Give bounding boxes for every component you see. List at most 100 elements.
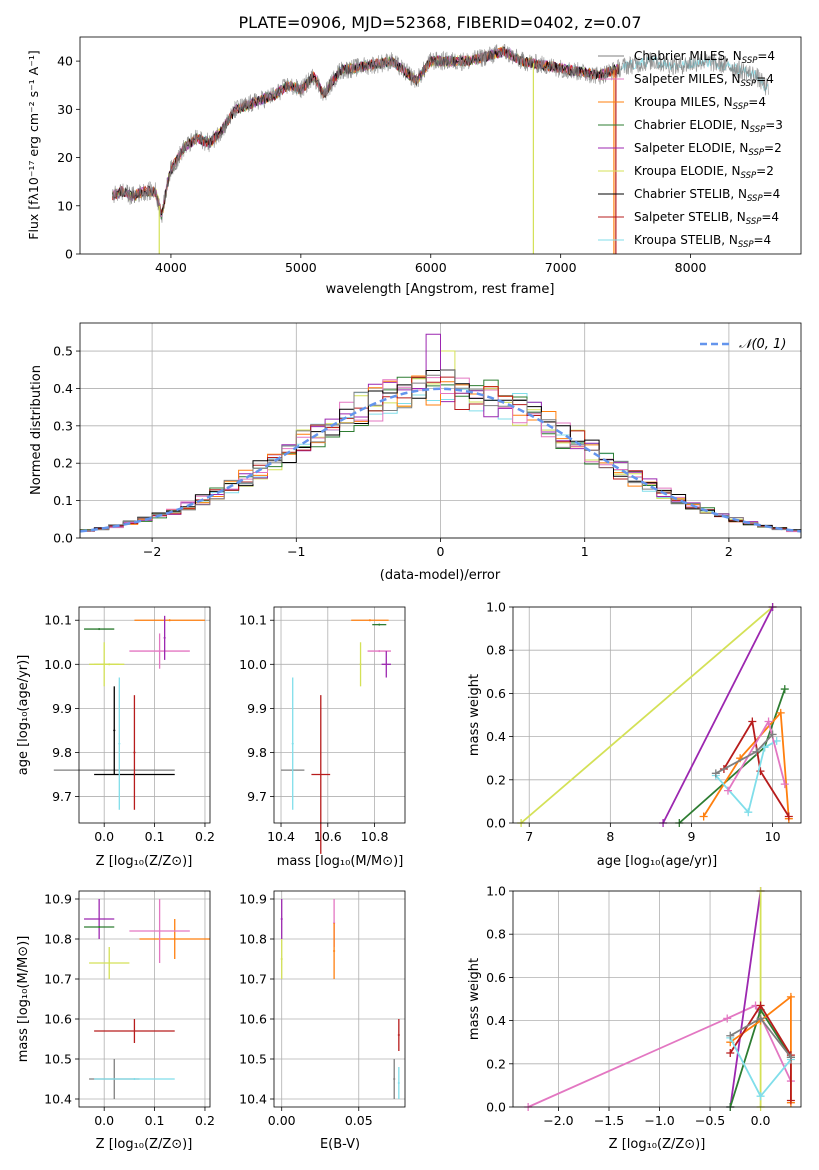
histogram-legend: 𝒩(0, 1) (700, 337, 786, 352)
weight-vs-age-xtick-label: 7 (525, 829, 533, 844)
age-vs-mass-ytick-label: 10.0 (239, 657, 267, 672)
weight-vs-metallicity-xtick-label: 0.0 (751, 1113, 771, 1128)
mass-vs-metallicity-xtick-label: 0.0 (94, 1113, 114, 1128)
legend-label: Kroupa MILES, NSSP=4 (634, 95, 766, 112)
weight-vs-age-plot-area: 7 8 9 10 0.0 0.2 0.4 0.6 0.8 1.0 (486, 600, 801, 844)
mass-vs-metallicity-ytick-label: 10.4 (44, 1092, 72, 1107)
weight-vs-metallicity-ytick-label: 0.2 (486, 1056, 506, 1071)
histogram-ytick-label: 0.1 (53, 493, 73, 508)
histogram-ytick-label: 0.2 (53, 456, 73, 471)
mass-vs-extinction-xlabel: E(B-V) (320, 1137, 360, 1152)
weight-vs-metallicity-point-marker (726, 1049, 735, 1057)
weight-vs-age-ytick-label: 0.2 (486, 772, 506, 787)
weight-vs-metallicity-ytick-label: 0.0 (486, 1100, 506, 1115)
weight-vs-metallicity-ytick-label: 1.0 (486, 884, 506, 899)
weight-vs-metallicity-series-line (729, 890, 762, 1108)
legend-label: Kroupa STELIB, NSSP=4 (634, 233, 771, 250)
histogram-ytick-label: 0.3 (53, 418, 73, 433)
spectrum-series-line (112, 46, 620, 216)
weight-vs-metallicity-point-marker (786, 992, 795, 1001)
weight-vs-age-point-marker (752, 747, 761, 756)
weight-vs-age-panel: 7 8 9 10 0.0 0.2 0.4 0.6 0.8 1.0 age [log₁₀(age/y… (467, 600, 802, 869)
age-vs-metallicity-xtick-label: 0.0 (94, 829, 114, 844)
spectrum-panel: 4000 5000 6000 7000 8000 0 10 20 30 40 wavelength… (26, 36, 802, 297)
weight-vs-age-point-marker (768, 730, 777, 739)
histogram-ytick-label: 0.0 (53, 531, 73, 546)
age-vs-mass-ytick-label: 9.8 (247, 745, 267, 760)
mass-vs-metallicity-xtick-label: 0.1 (145, 1113, 165, 1128)
mass-vs-metallicity-ytick-label: 10.9 (44, 892, 72, 907)
weight-vs-metallicity-ytick-label: 0.6 (486, 970, 506, 985)
weight-vs-age-point-marker (748, 717, 757, 726)
mass-vs-extinction-ytick-label: 10.4 (239, 1092, 267, 1107)
mass-vs-metallicity-ytick-label: 10.6 (44, 1012, 72, 1027)
spectrum-xtick-label: 6000 (415, 260, 447, 275)
spectrum-xlabel: wavelength [Angstrom, rest frame] (326, 282, 555, 297)
histogram-ytick-label: 0.4 (53, 381, 73, 396)
weight-vs-metallicity-point-marker (786, 1053, 795, 1062)
age-vs-mass-ytick-label: 9.7 (247, 789, 267, 804)
histogram-xtick-label: −2 (143, 544, 161, 559)
spectrum-legend: Chabrier MILES, NSSP=4 Salpeter MILES, NS… (598, 49, 783, 250)
spectrum-ytick-label: 40 (57, 54, 73, 69)
weight-vs-age-point-marker (723, 786, 732, 795)
histogram-xlabel: (data-model)/error (380, 568, 501, 583)
histogram-ytick-label: 0.5 (53, 344, 73, 359)
weight-vs-age-ylabel: mass weight (467, 674, 482, 756)
weight-vs-metallicity-series-line (527, 1004, 792, 1108)
age-vs-mass-xtick-label: 10.4 (267, 829, 295, 844)
weight-vs-age-point-marker (711, 769, 720, 778)
weight-vs-metallicity-point-marker (726, 1031, 735, 1040)
age-vs-metallicity-xlabel: Z [log₁₀(Z/Z⊙)] (96, 854, 193, 869)
weight-vs-age-series-line (662, 606, 774, 824)
weight-vs-age-ytick-label: 0.6 (486, 686, 506, 701)
mass-vs-metallicity-plot-area: 0.0 0.1 0.2 10.4 10.5 10.6 10.7 10.8 10.9 (44, 891, 215, 1128)
histogram-xtick-label: −1 (287, 544, 305, 559)
weight-vs-metallicity-ytick-label: 0.4 (486, 1013, 506, 1028)
histogram-frame (79, 322, 802, 539)
mass-vs-extinction-frame (273, 890, 406, 1108)
age-vs-metallicity-ytick-label: 9.8 (52, 745, 72, 760)
weight-vs-metallicity-series-line (729, 1003, 792, 1101)
weight-vs-metallicity-xtick-label: −2.0 (543, 1113, 573, 1128)
weight-vs-metallicity-series-line (729, 994, 792, 1103)
mass-vs-metallicity-panel: 0.0 0.1 0.2 10.4 10.5 10.6 10.7 10.8 10.9 Z [log… (16, 890, 215, 1152)
mass-vs-metallicity-xlabel: Z [log₁₀(Z/Z⊙)] (96, 1137, 193, 1152)
weight-vs-metallicity-frame (512, 890, 802, 1108)
spectrum-series-line (112, 48, 620, 217)
mass-vs-extinction-xtick-label: 0.05 (345, 1113, 373, 1128)
weight-vs-age-series-line (715, 740, 778, 815)
age-vs-metallicity-xtick-label: 0.2 (195, 829, 215, 844)
weight-vs-age-xlabel: age [log₁₀(age/yr)] (597, 854, 718, 869)
age-vs-metallicity-ytick-label: 10.1 (44, 613, 72, 628)
age-vs-metallicity-ytick-label: 9.9 (52, 701, 72, 716)
spectrum-xtick-label: 4000 (155, 260, 187, 275)
spectrum-ytick-label: 0 (65, 247, 73, 262)
normal-reference-curve (79, 387, 802, 533)
spectrum-plot-area: 4000 5000 6000 7000 8000 0 10 20 30 40 (57, 43, 769, 275)
weight-vs-metallicity-xtick-label: −0.5 (695, 1113, 725, 1128)
spectrum-series-line (112, 45, 620, 217)
mass-vs-metallicity-ytick-label: 10.7 (44, 972, 72, 987)
weight-vs-age-series-line (520, 606, 774, 824)
weight-vs-age-series-line (723, 718, 790, 817)
legend-label: Chabrier MILES, NSSP=4 (634, 49, 775, 66)
spectrum-ylabel: Flux [fλ10⁻¹⁷ erg cm⁻² s⁻¹ A⁻¹] (26, 50, 41, 239)
weight-vs-age-xtick-label: 9 (688, 829, 696, 844)
age-vs-mass-ytick-label: 9.9 (247, 701, 267, 716)
weight-vs-metallicity-point-marker (756, 1092, 765, 1101)
spectrum-xtick-label: 7000 (545, 260, 577, 275)
weight-vs-metallicity-point-marker (756, 1001, 765, 1010)
spectrum-series-line (112, 43, 769, 223)
legend-label: Salpeter MILES, NSSP=4 (634, 72, 774, 89)
age-vs-mass-panel: 10.4 10.6 10.8 9.7 9.8 9.9 10.0 10.1 mass [log₁… (239, 606, 406, 869)
weight-vs-age-ytick-label: 0.0 (486, 816, 506, 831)
legend-label: Chabrier ELODIE, NSSP=3 (634, 118, 783, 135)
spectrum-xtick-label: 5000 (285, 260, 317, 275)
age-vs-mass-ytick-label: 10.1 (239, 613, 267, 628)
weight-vs-age-xtick-label: 8 (606, 829, 614, 844)
mass-vs-extinction-ytick-label: 10.9 (239, 892, 267, 907)
weight-vs-metallicity-ytick-label: 0.8 (486, 927, 506, 942)
mass-vs-extinction-ytick-label: 10.7 (239, 972, 267, 987)
